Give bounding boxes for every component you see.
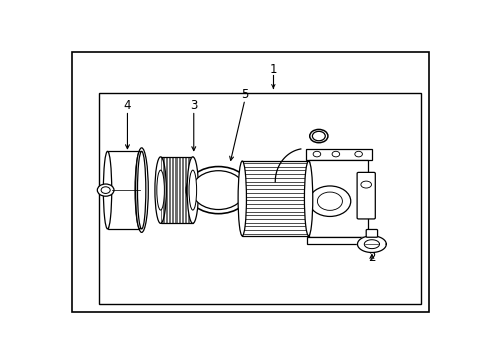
Ellipse shape [187,157,198,223]
Text: 2: 2 [367,251,375,264]
Circle shape [331,151,339,157]
FancyBboxPatch shape [356,172,374,219]
FancyBboxPatch shape [160,157,192,223]
Circle shape [97,184,114,196]
FancyBboxPatch shape [107,151,140,229]
Ellipse shape [304,161,312,236]
Ellipse shape [137,151,145,229]
Text: 4: 4 [123,99,131,112]
Ellipse shape [135,148,148,233]
Ellipse shape [157,170,164,210]
Text: 1: 1 [269,63,277,76]
Circle shape [186,167,250,214]
FancyBboxPatch shape [366,229,377,237]
Circle shape [308,186,350,216]
Text: 5: 5 [241,88,248,101]
FancyBboxPatch shape [309,159,367,237]
Circle shape [312,131,325,141]
Circle shape [309,129,327,143]
Ellipse shape [238,161,246,236]
Circle shape [354,151,362,157]
Ellipse shape [103,151,111,229]
Circle shape [191,171,244,210]
Polygon shape [357,236,386,252]
Ellipse shape [189,170,196,210]
FancyBboxPatch shape [307,237,369,244]
Circle shape [312,151,320,157]
Polygon shape [305,149,371,159]
FancyBboxPatch shape [242,161,308,236]
Circle shape [317,192,342,210]
Ellipse shape [135,151,143,229]
Text: 3: 3 [190,99,197,112]
Ellipse shape [155,157,166,223]
Circle shape [101,187,110,193]
Ellipse shape [360,181,371,188]
